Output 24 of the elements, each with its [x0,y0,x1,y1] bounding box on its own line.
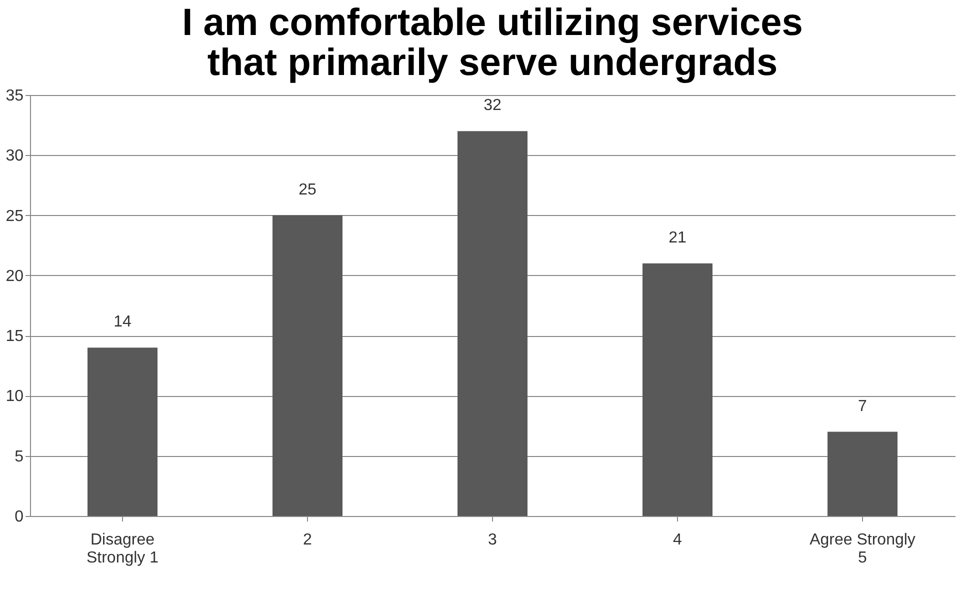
x-tick-label: 4 [673,532,682,548]
y-tick-label: 0 [14,508,24,526]
bar [272,215,342,516]
data-label: 25 [298,181,316,198]
y-tick-label: 35 [6,88,24,104]
x-tick-label: Disagree Strongly 1 [86,532,159,566]
y-tick-label: 20 [6,268,24,285]
bar [88,348,158,516]
y-tick-label: 30 [6,148,24,165]
bar [828,432,898,516]
bar [458,131,528,516]
x-tick-label: Agree Strongly 5 [810,532,916,566]
bar [642,263,712,516]
y-tick-label: 5 [14,448,24,466]
data-label: 14 [114,314,132,331]
data-label: 21 [668,229,686,246]
x-tick-label: 2 [303,532,312,548]
y-tick-label: 25 [6,208,24,225]
y-tick-label: 15 [6,328,24,346]
data-label: 7 [858,398,868,415]
data-label: 32 [484,97,502,114]
y-tick-label: 10 [6,388,24,406]
chart-title: I am comfortable utilizing services that primarily serve undergrads [182,2,803,84]
x-tick-label: 3 [488,532,498,548]
